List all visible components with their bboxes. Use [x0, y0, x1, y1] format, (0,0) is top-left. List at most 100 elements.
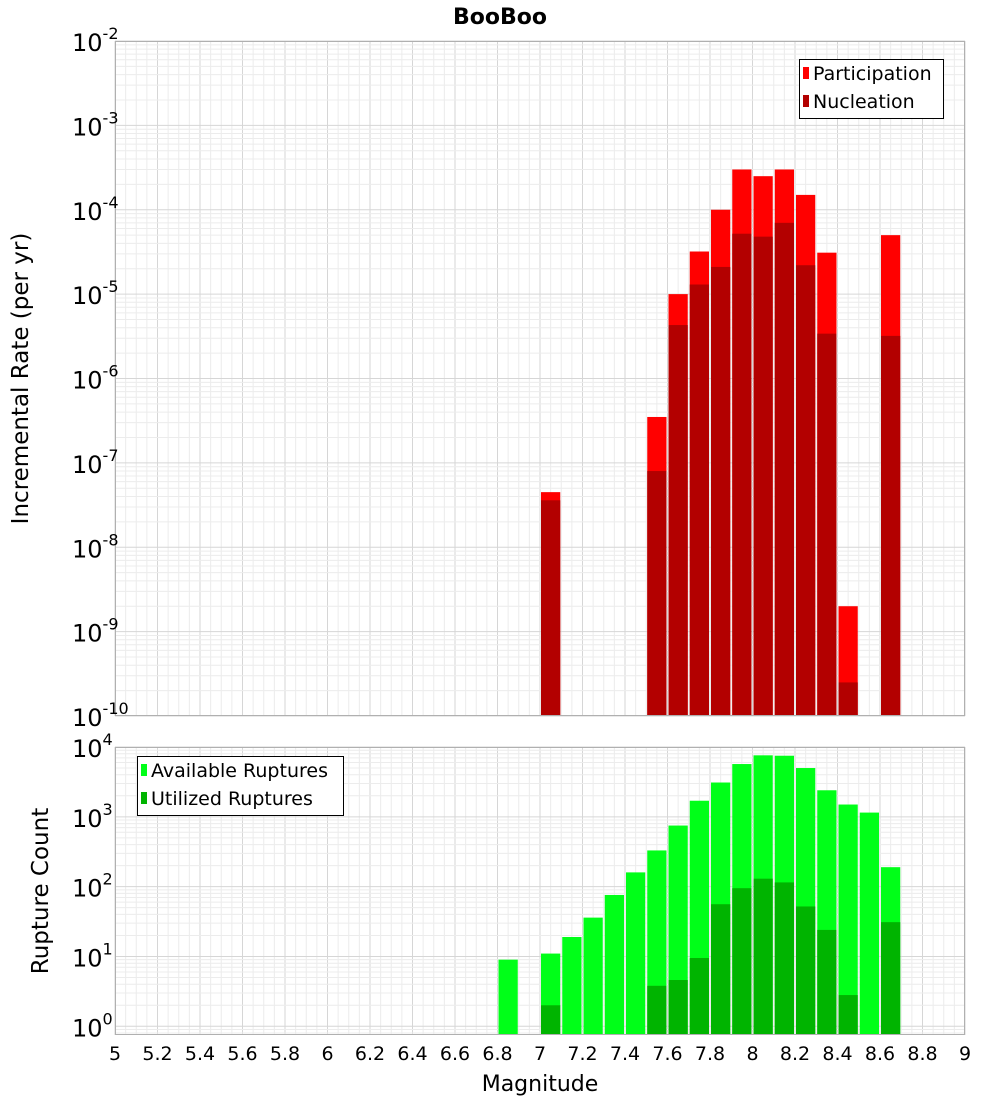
bar-utilized-ruptures	[817, 929, 837, 1035]
y-tick-exponent: 3	[103, 800, 113, 819]
x-tick-label: 6.2	[355, 1043, 385, 1065]
y-tick-label: 102	[72, 870, 113, 903]
y-tick-exponent: 0	[103, 1009, 113, 1028]
y-tick-base: 10	[72, 1014, 103, 1042]
bar-utilized-ruptures	[732, 888, 752, 1035]
y-tick-label: 10-6	[72, 362, 119, 395]
y-tick-exponent: -2	[103, 24, 119, 43]
x-tick-label: 9	[959, 1043, 971, 1065]
bar-available-ruptures	[604, 894, 624, 1035]
y-tick-label: 10-3	[72, 108, 119, 141]
x-tick-label: 6.8	[482, 1043, 512, 1065]
bar-utilized-ruptures	[647, 985, 667, 1035]
y-tick-base: 10	[72, 282, 103, 310]
legend: Available Ruptures Utilized Ruptures	[137, 756, 344, 816]
y-tick-label: 100	[72, 1009, 113, 1042]
bar-utilized-ruptures	[668, 980, 688, 1035]
x-tick-label: 5.8	[270, 1043, 300, 1065]
y-tick-exponent: -10	[103, 699, 129, 718]
bar-available-ruptures	[562, 936, 582, 1035]
x-tick-label: 5	[109, 1043, 121, 1065]
bar-utilized-ruptures	[541, 1005, 561, 1035]
bar-utilized-ruptures	[753, 878, 773, 1035]
y-tick-exponent: -5	[103, 277, 119, 296]
x-tick-label: 8.2	[780, 1043, 810, 1065]
bar-available-ruptures	[838, 804, 858, 1035]
y-tick-exponent: -4	[103, 193, 119, 212]
y-tick-label: 101	[72, 939, 113, 972]
y-tick-exponent: -6	[103, 362, 119, 381]
legend-label: Nucleation	[813, 91, 915, 113]
x-tick-label: 6	[321, 1043, 333, 1065]
bar-nucleation	[753, 236, 773, 716]
y-tick-base: 10	[72, 29, 103, 57]
x-tick-label: 5.4	[185, 1043, 215, 1065]
bar-nucleation	[647, 471, 667, 716]
bar-available-ruptures	[626, 872, 646, 1035]
chart-panels: 10-210-310-410-510-610-710-810-910-10Inc…	[8, 24, 971, 1065]
x-tick-label: 8.4	[822, 1043, 852, 1065]
x-tick-label: 5.6	[227, 1043, 257, 1065]
bar-nucleation	[711, 266, 731, 716]
y-tick-base: 10	[72, 367, 103, 395]
y-tick-base: 10	[72, 704, 103, 732]
x-tick-label: 8	[746, 1043, 758, 1065]
y-axis-label: Rupture Count	[28, 808, 54, 974]
legend-label: Available Ruptures	[151, 760, 328, 782]
legend-box	[137, 756, 344, 816]
y-tick-base: 10	[72, 535, 103, 563]
legend-swatch	[141, 764, 147, 776]
y-axis-label: Incremental Rate (per yr)	[8, 233, 34, 525]
bar-utilized-ruptures	[774, 882, 794, 1035]
y-tick-label: 10-8	[72, 530, 119, 563]
legend-label: Utilized Ruptures	[151, 788, 313, 810]
legend-swatch	[141, 792, 147, 804]
panel-1: 10-210-310-410-510-610-710-810-910-10Inc…	[8, 24, 966, 732]
x-tick-label: 8.8	[907, 1043, 937, 1065]
y-tick-label: 10-5	[72, 277, 119, 310]
bar-utilized-ruptures	[881, 922, 901, 1035]
bar-utilized-ruptures	[796, 906, 816, 1035]
y-tick-label: 10-2	[72, 24, 119, 57]
bar-nucleation	[689, 284, 709, 716]
x-tick-label: 6.6	[440, 1043, 470, 1065]
x-tick-label: 8.6	[865, 1043, 895, 1065]
y-tick-base: 10	[72, 875, 103, 903]
legend-swatch	[803, 67, 809, 79]
bar-available-ruptures	[583, 917, 603, 1035]
bar-utilized-ruptures	[689, 958, 709, 1035]
x-tick-label: 7.2	[567, 1043, 597, 1065]
y-tick-label: 10-4	[72, 193, 119, 226]
y-tick-exponent: -7	[103, 446, 119, 465]
x-tick-label: 7.8	[695, 1043, 725, 1065]
x-tick-label: 7.6	[652, 1043, 682, 1065]
y-tick-exponent: -8	[103, 530, 119, 549]
x-tick-label: 7.4	[610, 1043, 640, 1065]
y-tick-exponent: 4	[103, 730, 113, 749]
bar-nucleation	[774, 222, 794, 716]
legend-box	[799, 59, 944, 119]
legend: Participation Nucleation	[799, 59, 944, 119]
bar-nucleation	[796, 265, 816, 716]
legend-swatch	[803, 95, 809, 107]
y-tick-base: 10	[72, 944, 103, 972]
bar-utilized-ruptures	[711, 904, 731, 1035]
x-tick-label: 6.4	[397, 1043, 427, 1065]
y-tick-label: 104	[72, 730, 113, 763]
bar-nucleation	[838, 682, 858, 716]
y-tick-base: 10	[72, 113, 103, 141]
y-tick-label: 103	[72, 800, 113, 833]
bar-nucleation	[541, 500, 561, 716]
y-tick-exponent: 1	[103, 939, 113, 958]
y-tick-exponent: 2	[103, 870, 113, 889]
y-tick-base: 10	[72, 735, 103, 763]
y-tick-base: 10	[72, 805, 103, 833]
bar-nucleation	[668, 325, 688, 716]
y-tick-base: 10	[72, 198, 103, 226]
y-tick-label: 10-10	[72, 699, 129, 732]
x-axis-label: Magnitude	[482, 1072, 599, 1097]
y-tick-base: 10	[72, 620, 103, 648]
legend-label: Participation	[813, 63, 932, 85]
y-tick-base: 10	[72, 451, 103, 479]
